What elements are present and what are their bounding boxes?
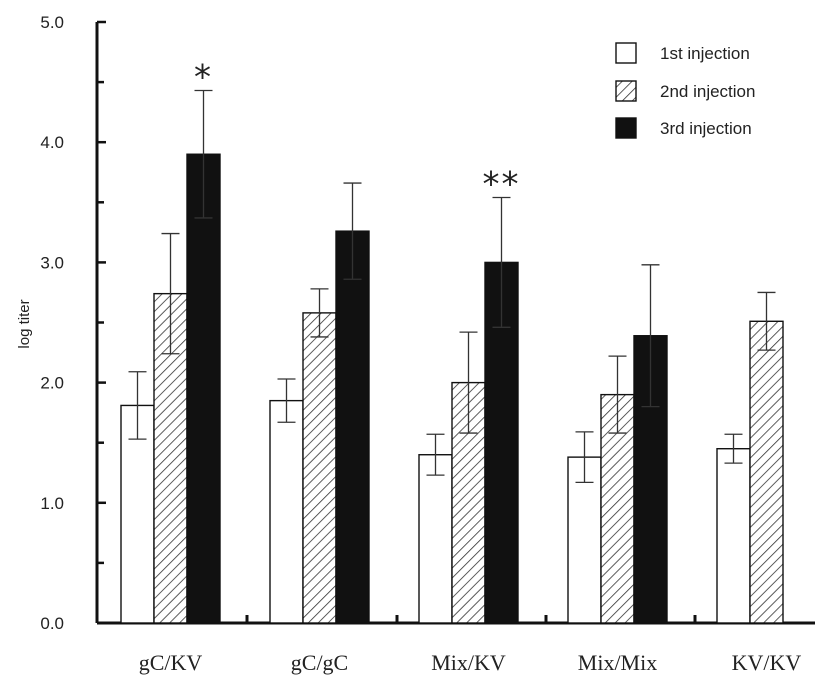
legend: 1st injection 2nd injection 3rd injection	[615, 42, 755, 139]
error-bars	[128, 89, 776, 484]
legend-swatch-hatched	[615, 80, 637, 102]
legend-label: 1st injection	[660, 44, 750, 63]
legend-label: 3rd injection	[660, 119, 752, 138]
legend-swatch-open	[615, 42, 637, 64]
bar-solid	[484, 261, 519, 624]
legend-swatch-solid	[615, 117, 637, 139]
axes: 0.0 1.0 2.0 3.0 4.0 5.0 log titer gC/KV gC/gC Mix…	[16, 13, 815, 675]
y-tick-label: 5.0	[40, 13, 64, 32]
bar-hatched	[749, 320, 784, 624]
y-tick-label: 3.0	[40, 253, 64, 272]
significance-annotations: ***	[194, 58, 521, 205]
y-tick-label: 1.0	[40, 494, 64, 513]
bar-solid	[186, 153, 221, 624]
x-category-label: KV/KV	[732, 650, 802, 675]
bar-open	[120, 404, 155, 624]
x-category-label: Mix/Mix	[578, 650, 657, 675]
significance-marker: **	[483, 164, 521, 204]
y-tick-label: 2.0	[40, 374, 64, 393]
bar-solid	[335, 230, 370, 624]
bar-open	[418, 454, 453, 624]
y-axis-title: log titer	[16, 299, 33, 348]
bar-open	[269, 399, 304, 624]
legend-label: 2nd injection	[660, 82, 755, 101]
x-category-label: gC/gC	[291, 650, 348, 675]
x-category-label: Mix/KV	[431, 650, 506, 675]
y-tick-label: 0.0	[40, 614, 64, 633]
bar-open	[716, 448, 751, 624]
significance-marker: *	[194, 58, 213, 98]
x-category-label: gC/KV	[139, 650, 203, 675]
bar-hatched	[302, 312, 337, 624]
bars	[120, 153, 784, 624]
y-tick-label: 4.0	[40, 133, 64, 152]
